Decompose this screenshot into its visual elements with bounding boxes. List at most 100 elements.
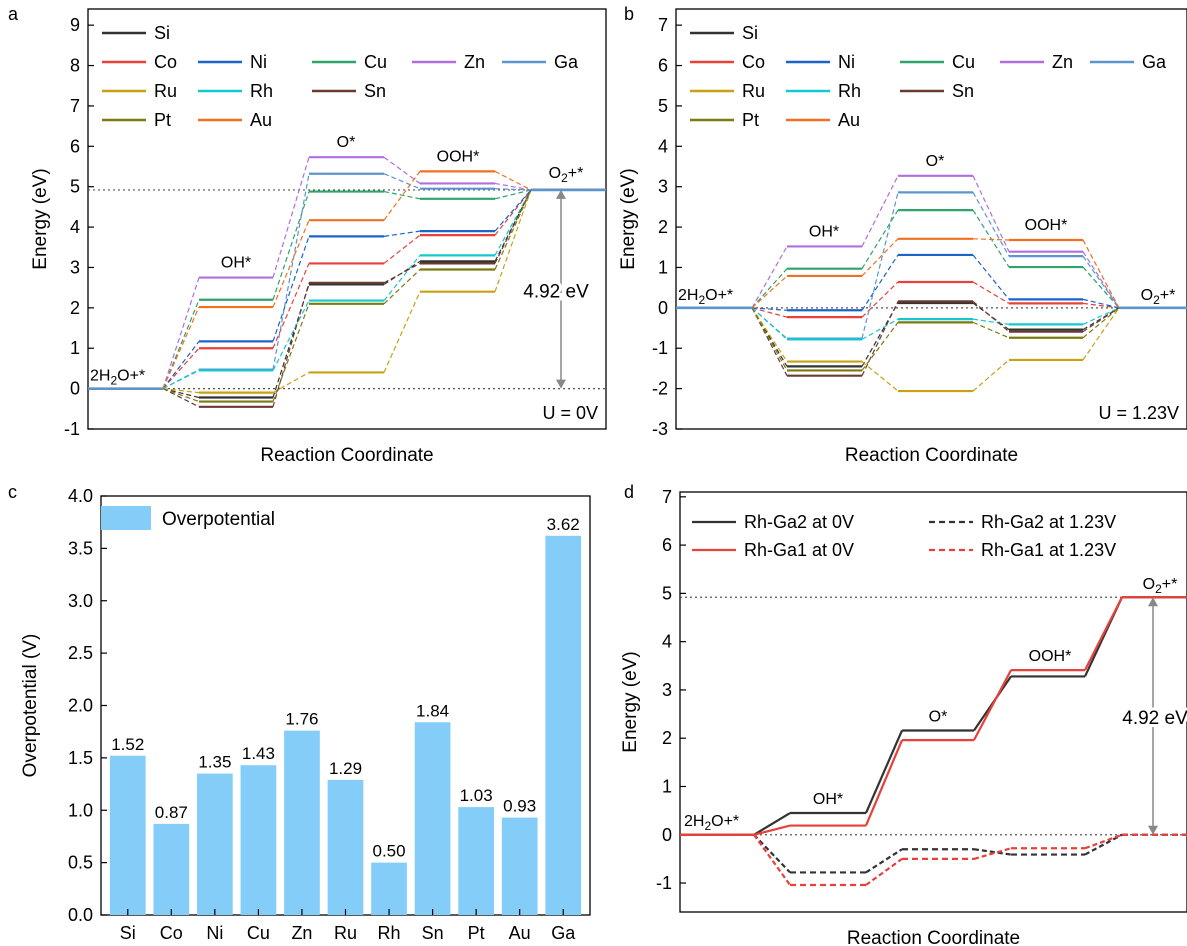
panel-b-connector-pt xyxy=(861,322,899,371)
panel-d-connector-rh-ga1-at-0v xyxy=(1084,596,1123,671)
panel-b-series-cu xyxy=(676,209,1187,309)
panel-label-b: b xyxy=(624,4,634,24)
panel-b-connector-si xyxy=(972,302,1010,331)
panel-a-gap-label: 4.92 eV xyxy=(523,281,589,302)
panel-b-connector-rh xyxy=(861,318,899,340)
panel-c-ytick-label: 3.5 xyxy=(68,538,93,558)
panel-c-ytick-label: 4.0 xyxy=(68,486,93,506)
panel-d-legend-label-rh-ga2-at-0v: Rh-Ga2 at 0V xyxy=(744,512,854,532)
panel-a-legend-label-co: Co xyxy=(154,52,177,72)
panel-c-xtick-label-cu: Cu xyxy=(247,923,270,943)
panel-a-connector-au xyxy=(383,170,421,221)
panel-a-connector-co xyxy=(494,189,532,236)
panel-b-connector-au xyxy=(751,275,788,309)
panel-a-state-label-oh: OH* xyxy=(221,255,251,272)
panel-d-connector-rh-ga2-at-0v xyxy=(864,730,904,814)
panel-b-state-label-oh: OH* xyxy=(809,223,839,240)
panel-c-value-label-cu: 1.43 xyxy=(242,744,275,763)
panel-d-connector-rh-ga2-at-1-23v xyxy=(753,833,791,874)
panel-a-connector-rh xyxy=(272,300,310,371)
panel-a-connector-ru xyxy=(494,189,532,292)
panel-a-ytick-label: 2 xyxy=(70,298,80,318)
panel-c-ytick-label: 0.0 xyxy=(68,905,93,925)
panel-b-connector-ni xyxy=(751,307,788,311)
panel-b-condition-label: U = 1.23V xyxy=(1098,403,1179,423)
panel-a-legend-label-rh: Rh xyxy=(250,81,273,101)
panel-c-xtick-label-sn: Sn xyxy=(422,923,444,943)
panel-a-connector-au xyxy=(162,306,200,389)
panel-a-state-label-ooh: OOH* xyxy=(437,148,480,165)
panel-c-bar-au xyxy=(501,817,538,915)
panel-d-connector-rh-ga1-at-1-23v xyxy=(973,847,1012,860)
panel-b-connector-cu xyxy=(861,209,899,269)
panel-d-plot-frame xyxy=(679,491,1187,913)
panel-d-connector-rh-ga1-at-0v xyxy=(753,824,791,836)
panel-c-bar-pt xyxy=(458,807,494,915)
panel-a-connector-zn xyxy=(162,277,200,389)
panel-b-ytick-label: 6 xyxy=(658,56,668,76)
panel-d-connector-rh-ga1-at-1-23v xyxy=(753,834,791,886)
panel-a-state-label-o: O* xyxy=(337,134,356,151)
panel-a-connector-ni xyxy=(162,341,200,389)
panel-a-connector-cu xyxy=(494,189,532,200)
panel-a-ytick-label: 6 xyxy=(70,136,80,156)
panel-b-series-ru xyxy=(676,306,1187,393)
panel-a-connector-zn xyxy=(494,182,532,191)
panel-d-legend-label-rh-ga2-at-1-23v: Rh-Ga2 at 1.23V xyxy=(981,512,1116,532)
panel-b-connector-ru xyxy=(861,361,899,392)
panel-a-ytick-label: 1 xyxy=(70,338,80,358)
panel-a-connector-si xyxy=(162,388,200,399)
panel-b-series-zn xyxy=(676,174,1187,309)
panel-d-connector-rh-ga2-at-1-23v xyxy=(865,848,903,874)
panel-a-connector-rh xyxy=(494,189,532,256)
panel-c-bar-ni xyxy=(197,773,233,915)
panel-d-legend-label-rh-ga1-at-0v: Rh-Ga1 at 0V xyxy=(744,540,854,560)
panel-c-value-label-au: 0.93 xyxy=(503,797,536,816)
panel-a-ytick-label: 7 xyxy=(70,96,80,116)
panel-a-connector-ru xyxy=(383,291,421,373)
panel-d-y-axis-label: Energy (eV) xyxy=(620,651,641,752)
panel-a-connector-pt xyxy=(383,269,421,305)
panel-b-legend-label-co: Co xyxy=(742,52,765,72)
panel-a-connector-cu xyxy=(162,299,200,389)
panel-d-gap-label: 4.92 eV xyxy=(1122,708,1187,729)
panel-a-connector-ga xyxy=(494,188,532,191)
panel-c-xtick-label-au: Au xyxy=(509,923,531,943)
panel-b-y-axis-label: Energy (eV) xyxy=(618,168,639,269)
panel-b-connector-rh xyxy=(972,318,1010,325)
panel-b-connector-sn xyxy=(972,300,1010,333)
panel-a-connector-sn xyxy=(383,262,421,284)
panel-d-series-rh-ga1-at-1-23v xyxy=(680,833,1187,887)
panel-a-state-label-o2: O2+* xyxy=(549,165,584,185)
panel-a-gap-arrowhead-bottom xyxy=(556,379,566,389)
panel-b-connector-co xyxy=(972,281,1010,304)
panel-c-value-label-pt: 1.03 xyxy=(460,786,493,805)
panel-c-bar-si xyxy=(109,755,146,915)
panel-d-state-label-oh: OH* xyxy=(813,791,843,808)
panel-a-connector-co xyxy=(383,234,421,264)
panel-b-series-si xyxy=(676,301,1187,368)
panel-a-connector-si xyxy=(272,284,310,398)
panel-a-connector-pt xyxy=(494,189,532,270)
panel-a-connector-pt xyxy=(162,388,200,403)
panel-a-connector-ru xyxy=(272,371,310,394)
panel-a-legend-label-zn: Zn xyxy=(464,52,485,72)
panel-d-gap-arrowhead-top xyxy=(1148,597,1158,607)
panel-d-state-label-o2: O2+* xyxy=(1143,576,1178,596)
panel-c-overpotential-bar-chart: 0.0 0.5 1.0 1.5 2.0 2.5 3.0 3.5 4.0 Overpotential… xyxy=(20,486,591,943)
panel-b-connector-ga xyxy=(1082,255,1120,309)
panel-a-connector-si xyxy=(383,260,421,285)
panel-b-ytick-label: -3 xyxy=(652,419,668,439)
panel-a-ytick-label: 5 xyxy=(70,177,80,197)
panel-a-ytick-label: 8 xyxy=(70,56,80,76)
panel-b-connector-co xyxy=(861,281,899,318)
panel-b-state-label-start: 2H2O+* xyxy=(678,287,733,307)
panel-b-connector-zn xyxy=(1082,251,1120,309)
panel-b-ytick-label: 1 xyxy=(658,257,668,277)
panel-c-xtick-label-ni: Ni xyxy=(206,923,223,943)
panel-c-value-label-ni: 1.35 xyxy=(198,753,231,772)
panel-c-value-label-sn: 1.84 xyxy=(416,701,449,720)
panel-a-legend-label-ga: Ga xyxy=(554,52,579,72)
panel-b-connector-ni xyxy=(1082,298,1120,309)
panel-c-bar-zn xyxy=(284,730,320,915)
